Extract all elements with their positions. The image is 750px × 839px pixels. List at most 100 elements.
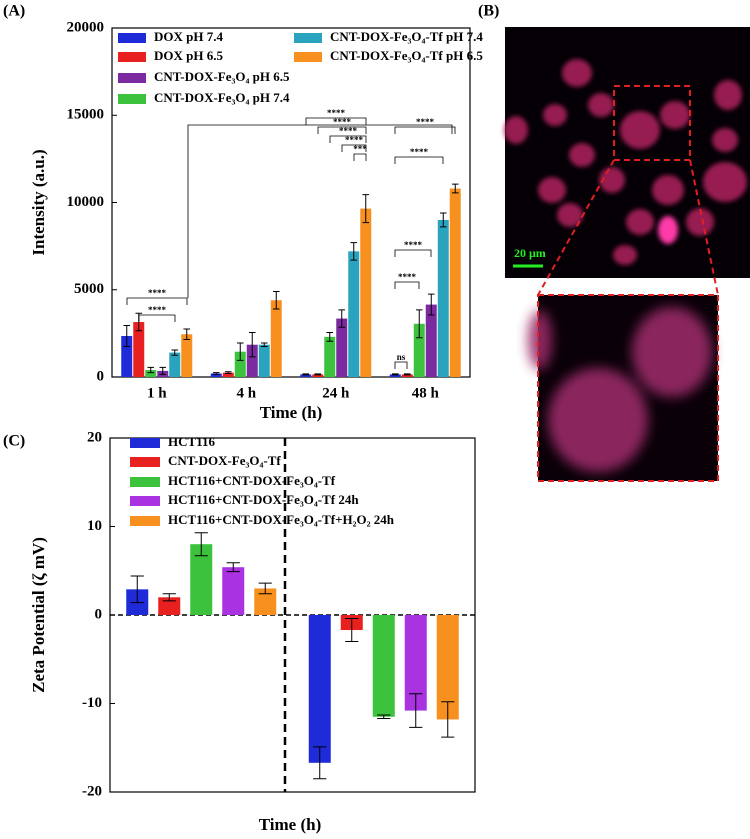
error-bar bbox=[171, 349, 179, 356]
error-bar bbox=[409, 693, 423, 728]
bar bbox=[258, 344, 270, 377]
error-bar bbox=[159, 366, 167, 375]
error-bar bbox=[236, 342, 244, 361]
legend-swatch bbox=[130, 477, 160, 487]
error-bar bbox=[326, 332, 334, 342]
significance-label: **** bbox=[339, 126, 358, 136]
legend-label: DOX pH 6.5 bbox=[154, 48, 223, 63]
significance-label: **** bbox=[327, 108, 346, 118]
bracket bbox=[394, 281, 420, 289]
legend-label: CNT-DOX-Fe₃O₄-Tf bbox=[168, 453, 281, 468]
legend-swatch bbox=[130, 516, 160, 526]
error-bar bbox=[391, 373, 399, 376]
bracket bbox=[329, 135, 367, 143]
x-axis-title: Time (h) bbox=[260, 403, 323, 422]
bar bbox=[348, 251, 360, 377]
error-bar bbox=[427, 293, 435, 316]
legend-label: CNT-DOX-Fe₃O₄-Tf pH 7.4 bbox=[330, 29, 483, 44]
y-axis-title: Intensity (a.u.) bbox=[29, 149, 48, 255]
bracket bbox=[353, 153, 367, 161]
legend-swatch bbox=[130, 457, 160, 467]
bar bbox=[246, 344, 258, 377]
legend-swatch bbox=[118, 52, 146, 62]
error-bar bbox=[224, 371, 232, 375]
significance-label: **** bbox=[333, 117, 352, 127]
error-bar bbox=[403, 373, 411, 376]
micrograph: 20 μm bbox=[504, 27, 750, 482]
bar bbox=[300, 374, 312, 377]
bar bbox=[181, 334, 193, 377]
error-bar bbox=[313, 746, 327, 780]
bracket bbox=[187, 124, 453, 298]
bar bbox=[169, 352, 181, 377]
legend-swatch bbox=[118, 33, 146, 43]
y-tick-label: -20 bbox=[82, 783, 102, 799]
bar bbox=[145, 370, 157, 377]
bar bbox=[425, 304, 437, 377]
significance-label: **** bbox=[148, 288, 167, 298]
bar bbox=[210, 373, 222, 377]
bracket bbox=[317, 126, 367, 134]
error-bar bbox=[123, 325, 131, 347]
bracket bbox=[305, 117, 367, 125]
error-bar bbox=[441, 701, 455, 738]
error-bar bbox=[162, 593, 176, 602]
bar bbox=[413, 323, 425, 377]
error-bar bbox=[302, 373, 310, 376]
panel-label: (C) bbox=[3, 433, 25, 450]
bar bbox=[254, 588, 277, 615]
legend-label: HCT116 bbox=[168, 434, 215, 449]
bracket bbox=[341, 144, 367, 152]
error-bar bbox=[415, 309, 423, 339]
bracket bbox=[394, 156, 444, 164]
bar bbox=[449, 188, 461, 377]
x-axis-title: Time (h) bbox=[259, 815, 322, 834]
error-bar bbox=[314, 373, 322, 376]
bar bbox=[222, 372, 234, 377]
bar bbox=[389, 374, 401, 377]
bar bbox=[312, 374, 324, 377]
legend-label: DOX pH 7.4 bbox=[154, 29, 223, 44]
bar bbox=[190, 544, 213, 615]
legend-label: HCT116+CNT-DOX-Fe₃O₄-Tf 24h bbox=[168, 492, 359, 507]
panel-label: (B) bbox=[478, 3, 499, 20]
error-bar bbox=[451, 183, 459, 194]
significance-label: **** bbox=[345, 135, 364, 145]
x-tick-label: 48 h bbox=[412, 385, 440, 401]
legend-swatch bbox=[118, 73, 146, 83]
scale-bar-label: 20 μm bbox=[514, 246, 546, 260]
bar bbox=[121, 335, 133, 377]
significance-label: *** bbox=[353, 144, 367, 154]
bar bbox=[336, 318, 348, 377]
y-tick-label: 20 bbox=[87, 429, 102, 445]
error-bar bbox=[147, 366, 155, 374]
bracket bbox=[126, 297, 188, 305]
y-tick-label: -10 bbox=[82, 695, 102, 711]
significance-label: ns bbox=[397, 352, 406, 362]
legend-label: HCT116+CNT-DOX-Fe₃O₄-Tf+H₂O₂ 24h bbox=[168, 512, 395, 527]
error-bar bbox=[350, 242, 358, 261]
significance-label: **** bbox=[398, 272, 417, 282]
error-bar bbox=[345, 618, 359, 643]
error-bar bbox=[272, 290, 280, 310]
legend-swatch bbox=[294, 33, 322, 43]
error-bar bbox=[338, 309, 346, 328]
error-bar bbox=[183, 328, 191, 340]
bar bbox=[436, 615, 459, 720]
bracket bbox=[394, 126, 456, 134]
y-tick-label: 10000 bbox=[67, 194, 105, 210]
legend-label: HCT116+CNT-DOX-Fe₃O₄-Tf bbox=[168, 473, 336, 488]
x-tick-label: 4 h bbox=[236, 385, 256, 401]
bar bbox=[404, 615, 427, 711]
bar bbox=[308, 615, 331, 763]
legend-swatch bbox=[118, 94, 146, 104]
error-bar bbox=[377, 714, 391, 720]
bracket bbox=[138, 314, 176, 322]
error-bar bbox=[258, 582, 272, 595]
legend-label: CNT-DOX-Fe₃O₄ pH 6.5 bbox=[154, 69, 290, 84]
bar bbox=[437, 219, 449, 377]
error-bar bbox=[362, 194, 370, 224]
significance-label: **** bbox=[148, 305, 167, 315]
legend-label: CNT-DOX-Fe₃O₄-Tf pH 6.5 bbox=[330, 48, 483, 63]
